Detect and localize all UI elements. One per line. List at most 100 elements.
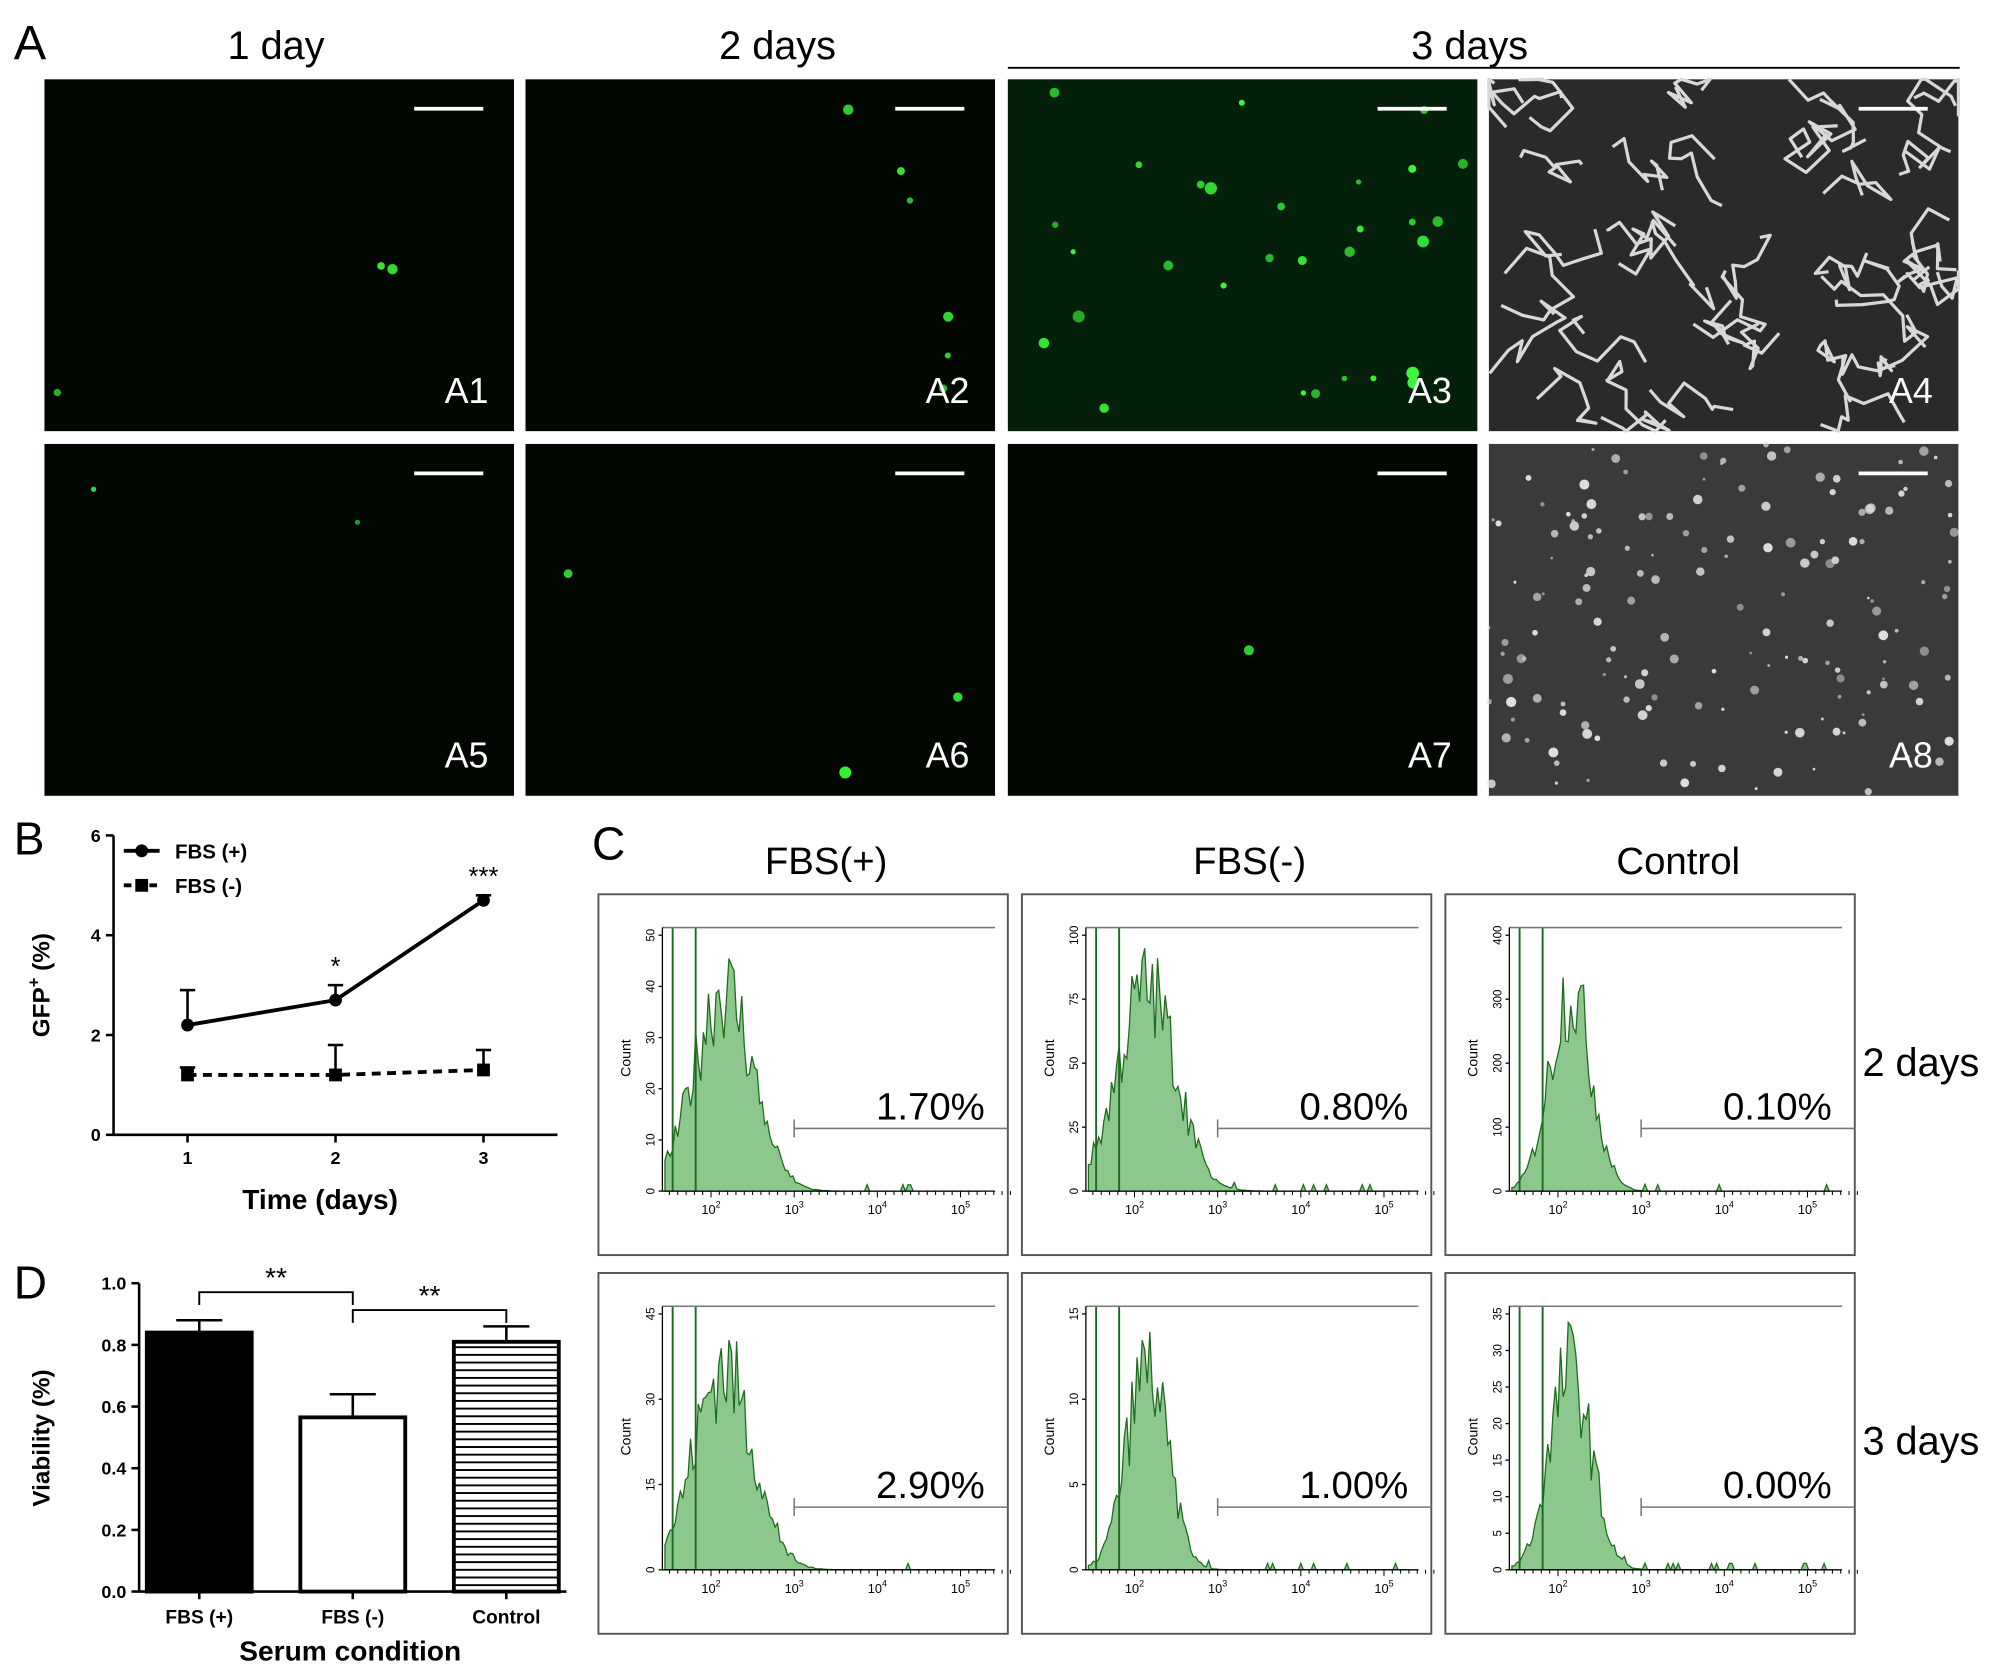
x-tick-base: 10	[1715, 1202, 1729, 1217]
cell	[1587, 534, 1593, 540]
cell-cluster	[1518, 77, 1575, 133]
cell	[1773, 767, 1783, 777]
x-tick-label: 103	[785, 1200, 804, 1217]
series-line	[187, 1068, 484, 1077]
marker	[329, 1068, 342, 1082]
micrograph: A7	[1007, 443, 1478, 796]
significance-bracket	[351, 1309, 508, 1323]
cell-cluster	[1523, 228, 1603, 267]
x-tick-exp: 3	[1222, 1578, 1227, 1588]
cell	[1638, 513, 1646, 521]
cell	[1718, 764, 1726, 773]
x-tick-label: 102	[701, 1578, 720, 1595]
cell-cluster	[1813, 252, 1869, 292]
cell	[1842, 731, 1846, 735]
x-tick-base: 10	[1125, 1581, 1139, 1596]
x-tick-base: 10	[951, 1581, 965, 1596]
legend-marker	[135, 878, 149, 892]
y-tick-label: 15	[1069, 1308, 1081, 1321]
cell	[1699, 452, 1708, 460]
cell	[1680, 778, 1690, 788]
x-tick-base: 10	[1798, 1581, 1812, 1596]
cell	[1634, 679, 1645, 689]
cell	[1898, 459, 1903, 465]
marker	[477, 1063, 490, 1077]
y-axis-label: Count	[617, 1418, 633, 1456]
cell	[1623, 469, 1629, 475]
cell-cluster	[1898, 139, 1941, 177]
cell-cluster	[1666, 77, 1712, 109]
x-tick-label: 105	[951, 1578, 970, 1595]
panel-d: 0.0 0.2 0.4 0.6 0.8 1.0 FBS (+) FBS (-) Control S…	[29, 1262, 567, 1667]
x-tick-label: 105	[1798, 1578, 1817, 1595]
cell	[1696, 567, 1705, 576]
cell	[1767, 664, 1771, 668]
gate-percent: 2.90%	[876, 1464, 985, 1507]
panel-label: D	[14, 1257, 47, 1309]
cell	[1550, 556, 1554, 560]
x-tick-label: 102	[1548, 1200, 1567, 1217]
plot-frame	[1020, 1272, 1433, 1635]
y-axis-label: Count	[617, 1039, 633, 1077]
gfp-cell	[1277, 202, 1285, 211]
x-tick-base: 10	[1374, 1202, 1388, 1217]
y-tick-label: 0.8	[101, 1335, 126, 1355]
cell-cluster	[1783, 124, 1838, 175]
x-tick-base: 10	[1715, 1581, 1729, 1596]
cell	[1586, 778, 1590, 783]
cell	[1919, 646, 1930, 656]
micrograph: A5	[44, 443, 514, 796]
cell	[1495, 520, 1502, 527]
cell	[1502, 673, 1514, 685]
gfp-cell	[1135, 161, 1143, 169]
cell	[1720, 462, 1723, 466]
y-tick-label: 15	[1493, 1454, 1505, 1467]
y-tick-label: 0	[646, 1188, 658, 1194]
x-tick-label: Control	[472, 1608, 540, 1629]
cell	[1506, 696, 1517, 708]
cell	[1736, 603, 1744, 611]
x-tick-label: 103	[1632, 1200, 1651, 1217]
cell	[1848, 537, 1858, 546]
marker	[181, 1018, 194, 1032]
cell-cluster	[1606, 210, 1677, 260]
cell	[1596, 528, 1602, 534]
cell	[1819, 538, 1826, 545]
cell	[1659, 759, 1668, 767]
cell	[1915, 697, 1924, 706]
y-tick-label: 4	[91, 926, 101, 946]
cell	[1550, 529, 1559, 538]
y-tick-label: 0.4	[101, 1459, 126, 1479]
cell	[1810, 550, 1819, 559]
x-tick-base: 10	[701, 1581, 715, 1596]
row-header: 3 days	[1862, 1420, 1979, 1464]
image-background	[1007, 443, 1478, 796]
image-label: A7	[1408, 736, 1452, 776]
cell	[1581, 513, 1588, 519]
cell	[1864, 788, 1872, 796]
column-header: 3 days	[1411, 24, 1528, 68]
cell	[1645, 512, 1653, 521]
y-tick-label: 30	[646, 1393, 658, 1406]
x-tick-exp: 5	[965, 1200, 970, 1210]
cell	[1701, 546, 1708, 554]
cell	[1762, 628, 1771, 637]
cell-cluster	[1600, 410, 1671, 433]
cell	[1651, 553, 1654, 557]
cell	[1610, 645, 1617, 652]
gfp-cell	[377, 262, 385, 270]
x-tick-base: 10	[868, 1202, 882, 1217]
cell-cluster	[1819, 392, 1906, 433]
cell	[1702, 477, 1706, 481]
cell	[1921, 580, 1926, 585]
cell	[1487, 626, 1491, 630]
cell	[1784, 655, 1789, 659]
cell	[1904, 754, 1910, 760]
column-header: Control	[1616, 840, 1740, 883]
cell	[1800, 558, 1810, 568]
cell	[1651, 694, 1658, 701]
y-tick-label: 1.0	[101, 1274, 126, 1294]
x-tick-label: 2	[331, 1148, 341, 1168]
